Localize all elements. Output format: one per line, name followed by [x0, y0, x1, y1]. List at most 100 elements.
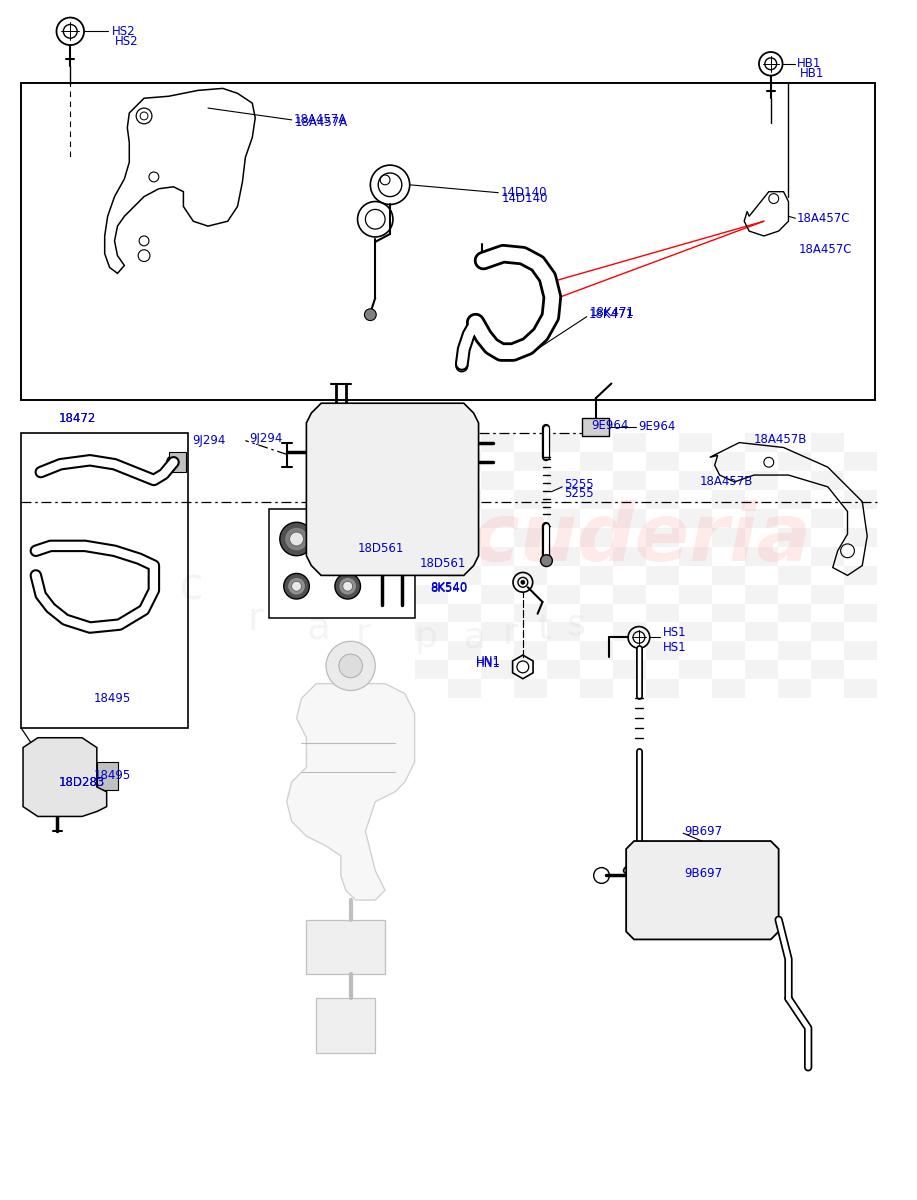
Bar — [778, 565, 811, 584]
Bar — [745, 623, 778, 642]
Bar — [613, 584, 646, 604]
Text: 18495: 18495 — [94, 769, 131, 781]
Bar — [481, 509, 514, 528]
Bar — [514, 490, 547, 509]
Bar — [316, 413, 469, 565]
Bar — [481, 470, 514, 490]
Bar — [646, 490, 679, 509]
Circle shape — [167, 455, 181, 469]
Bar — [646, 642, 679, 660]
Text: HN1: HN1 — [476, 658, 501, 671]
Bar — [613, 509, 646, 528]
Text: 9E964: 9E964 — [638, 420, 675, 433]
Bar — [169, 452, 186, 472]
Text: 14D140: 14D140 — [502, 192, 547, 205]
Circle shape — [288, 577, 305, 595]
Text: HB1: HB1 — [801, 67, 824, 80]
Text: 9B697: 9B697 — [684, 868, 723, 880]
Text: 9B697: 9B697 — [684, 824, 723, 838]
Circle shape — [326, 641, 375, 690]
Bar — [514, 604, 547, 623]
Bar — [547, 433, 580, 451]
Bar — [844, 451, 877, 470]
Bar — [634, 848, 771, 931]
Bar — [481, 546, 514, 565]
Bar — [745, 584, 778, 604]
Text: a: a — [306, 610, 330, 647]
Text: 14D140: 14D140 — [500, 186, 547, 199]
Bar — [679, 470, 712, 490]
Bar — [447, 604, 481, 623]
Text: 18472: 18472 — [59, 413, 96, 426]
Polygon shape — [23, 738, 106, 816]
Text: r: r — [503, 617, 518, 652]
Bar — [547, 584, 580, 604]
Circle shape — [521, 581, 525, 584]
Circle shape — [280, 522, 314, 556]
Bar — [547, 623, 580, 642]
Bar — [613, 433, 646, 451]
Bar — [679, 509, 712, 528]
Bar — [514, 528, 547, 546]
Bar — [447, 642, 481, 660]
Text: 18A457C: 18A457C — [796, 211, 850, 224]
Circle shape — [285, 527, 308, 551]
Bar — [481, 623, 514, 642]
Circle shape — [339, 577, 357, 595]
Text: HS2: HS2 — [115, 35, 138, 48]
Circle shape — [456, 360, 468, 372]
Bar — [844, 604, 877, 623]
Bar — [745, 546, 778, 565]
Text: 18495: 18495 — [94, 692, 131, 704]
Bar — [811, 509, 844, 528]
Bar — [646, 451, 679, 470]
Polygon shape — [626, 841, 779, 940]
Bar — [811, 470, 844, 490]
Bar — [269, 510, 414, 618]
Bar — [712, 565, 745, 584]
Bar — [447, 679, 481, 698]
Bar — [613, 470, 646, 490]
Bar — [613, 660, 646, 679]
Bar — [811, 623, 844, 642]
Bar — [844, 528, 877, 546]
Bar — [514, 565, 547, 584]
Circle shape — [364, 308, 376, 320]
Text: 18D561: 18D561 — [420, 557, 466, 570]
Bar — [547, 470, 580, 490]
Bar — [811, 660, 844, 679]
Bar — [712, 451, 745, 470]
Bar — [580, 565, 613, 584]
Circle shape — [540, 554, 552, 566]
Text: r: r — [248, 600, 263, 637]
Bar — [613, 623, 646, 642]
Bar — [778, 490, 811, 509]
Bar — [514, 679, 547, 698]
Text: Scuderia: Scuderia — [414, 499, 812, 577]
Polygon shape — [306, 403, 479, 576]
Bar — [646, 528, 679, 546]
Bar — [712, 642, 745, 660]
Text: HS2: HS2 — [112, 25, 135, 38]
Text: 8K540: 8K540 — [430, 582, 468, 595]
Bar — [414, 509, 447, 528]
Bar — [613, 546, 646, 565]
Bar — [21, 84, 875, 401]
Text: 18A457B: 18A457B — [754, 433, 808, 446]
Bar — [811, 433, 844, 451]
Circle shape — [336, 527, 359, 551]
Text: 18A457A: 18A457A — [293, 113, 347, 126]
Text: 18D561: 18D561 — [358, 542, 403, 556]
Bar — [580, 642, 613, 660]
Text: t: t — [537, 612, 552, 647]
Bar — [547, 660, 580, 679]
Bar — [745, 433, 778, 451]
Bar — [547, 509, 580, 528]
Text: a: a — [464, 620, 486, 654]
Bar — [811, 584, 844, 604]
Text: HS1: HS1 — [663, 626, 686, 638]
Text: 18D283: 18D283 — [59, 776, 105, 790]
Text: p: p — [414, 620, 437, 654]
Bar — [414, 584, 447, 604]
Bar — [481, 584, 514, 604]
